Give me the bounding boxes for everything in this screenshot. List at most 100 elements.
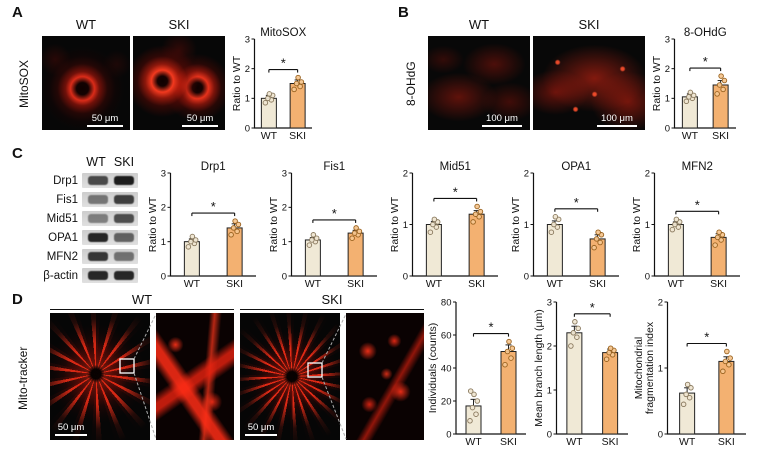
- chart-mfn2: MFN2 Ratio to WT 0 1 2 WT SKI *: [632, 160, 742, 290]
- panel-b-side-label: 8-OHdG: [404, 61, 418, 107]
- svg-text:1: 1: [282, 237, 287, 248]
- blot-row-label: OPA1: [48, 231, 78, 244]
- bar-chart-svg: Fis1 Ratio to WT 0 1 2 3 WT SKI *: [269, 161, 377, 290]
- svg-text:1: 1: [524, 220, 529, 231]
- svg-text:20: 20: [441, 396, 452, 407]
- svg-text:1: 1: [403, 220, 408, 231]
- svg-text:Ratio to WT: Ratio to WT: [632, 196, 643, 252]
- svg-text:2: 2: [282, 203, 287, 214]
- chart-fragmentation-index: Mitochondrial fragmentation index 0 1 2 WT SKI…: [634, 298, 748, 448]
- panel-d-wt-inset-image: [156, 313, 234, 440]
- panel-b-ski-header: SKI: [578, 17, 600, 32]
- svg-text:Ratio to WT: Ratio to WT: [232, 55, 243, 111]
- svg-text:Fis1: Fis1: [323, 161, 345, 173]
- blot-row: Mid51: [30, 209, 138, 228]
- svg-text:3: 3: [245, 34, 250, 45]
- svg-text:40: 40: [441, 363, 452, 374]
- svg-text:2: 2: [524, 168, 529, 179]
- svg-text:3: 3: [547, 298, 552, 308]
- svg-text:Ratio to WT: Ratio to WT: [511, 196, 522, 252]
- svg-text:SKI: SKI: [718, 436, 735, 448]
- panel-a-ski-image: 50 μm: [133, 36, 225, 130]
- svg-text:WT: WT: [547, 278, 564, 290]
- svg-text:0: 0: [524, 271, 529, 282]
- svg-text:WT: WT: [679, 436, 696, 448]
- blot-lane-wt-header: WT: [86, 155, 106, 169]
- svg-text:Ratio to WT: Ratio to WT: [652, 55, 663, 111]
- svg-text:2: 2: [547, 341, 552, 352]
- svg-text:0: 0: [282, 271, 287, 282]
- svg-text:3: 3: [282, 168, 287, 179]
- blot-row: β-actin: [30, 266, 138, 285]
- blot-lane-ski-header: SKI: [113, 155, 135, 169]
- svg-text:*: *: [574, 195, 579, 210]
- svg-text:WT: WT: [465, 436, 482, 448]
- panel-d-ski-scalebar: 50 μm: [245, 423, 277, 436]
- panel-b-wt-image: 100 μm: [428, 36, 530, 130]
- chart-drp1: Drp1 Ratio to WT 0 1 2 3 WT SKI *: [148, 160, 258, 290]
- svg-text:0: 0: [645, 271, 650, 282]
- svg-text:Drp1: Drp1: [201, 161, 226, 173]
- svg-text:*: *: [703, 54, 708, 69]
- scalebar-line: [482, 125, 522, 127]
- scalebar-line: [55, 434, 87, 436]
- blot-band-image: [82, 249, 138, 264]
- svg-text:2: 2: [658, 298, 663, 308]
- panel-d-side-label: Mito-tracker: [16, 346, 30, 410]
- panel-b-wt-scalebar: 100 μm: [482, 114, 522, 127]
- blot-row-label: Mid51: [46, 212, 78, 225]
- panel-a-ski-header: SKI: [168, 17, 190, 32]
- svg-text:*: *: [590, 300, 595, 315]
- chart-8ohdg: 8-OHdG Ratio to WT 0 1 2 3 WT SKI *: [652, 26, 738, 142]
- scalebar-line: [245, 434, 277, 436]
- blot-row: Drp1: [30, 171, 138, 190]
- svg-text:80: 80: [441, 298, 452, 308]
- chart-opa1: OPA1 Ratio to WT 0 1 2 WT SKI *: [511, 160, 621, 290]
- svg-text:*: *: [488, 320, 493, 335]
- svg-text:SKI: SKI: [710, 278, 727, 290]
- bar-chart-svg: Mean branch length (μm)0 1 2 3 WT SKI *: [534, 298, 628, 448]
- svg-text:3: 3: [161, 168, 166, 179]
- blot-lane-headers: WT SKI: [82, 155, 138, 169]
- panel-a-wt-header: WT: [75, 17, 97, 32]
- svg-text:*: *: [695, 197, 700, 212]
- svg-text:SKI: SKI: [602, 436, 619, 448]
- svg-text:MitoSOX: MitoSOX: [260, 27, 306, 39]
- svg-text:Individuals (counts): Individuals (counts): [428, 323, 439, 413]
- panel-d-wt-image: 50 μm: [50, 313, 150, 440]
- panel-b-wt-header: WT: [468, 17, 490, 32]
- svg-text:2: 2: [665, 64, 670, 75]
- panel-d-ski-scalebar-label: 50 μm: [247, 422, 275, 433]
- svg-text:8-OHdG: 8-OHdG: [684, 27, 727, 39]
- svg-text:fragmentation index: fragmentation index: [644, 321, 656, 414]
- panel-a-wt-scalebar: 50 μm: [87, 114, 123, 127]
- bar-chart-svg: MFN2 Ratio to WT 0 1 2 WT SKI *: [632, 161, 740, 290]
- svg-text:1: 1: [245, 94, 250, 105]
- svg-text:WT: WT: [668, 278, 685, 290]
- svg-text:3: 3: [665, 34, 670, 45]
- chart-fis1: Fis1 Ratio to WT 0 1 2 3 WT SKI *: [269, 160, 379, 290]
- svg-text:0: 0: [665, 123, 670, 134]
- svg-text:Mitochondrial: Mitochondrial: [634, 337, 645, 399]
- blot-row-label: β-actin: [43, 269, 78, 282]
- panel-b-ski-image: 100 μm: [533, 36, 645, 130]
- svg-text:0: 0: [446, 429, 451, 440]
- panel-a-ski-scalebar: 50 μm: [182, 114, 218, 127]
- svg-text:1: 1: [645, 220, 650, 231]
- panel-b-ski-scalebar: 100 μm: [597, 114, 637, 127]
- svg-text:0: 0: [245, 123, 250, 134]
- svg-text:MFN2: MFN2: [682, 161, 713, 173]
- chart-individuals: Individuals (counts) 0 20 40 60 80 WT SKI *: [428, 298, 528, 448]
- panel-a-letter: A: [12, 4, 23, 21]
- svg-text:WT: WT: [682, 130, 699, 142]
- panel-d-wt-scalebar-label: 50 μm: [57, 422, 85, 433]
- blot-band-image: [82, 211, 138, 226]
- svg-text:*: *: [704, 330, 709, 345]
- bar-chart-svg: Mid51 Ratio to WT 0 1 2 WT SKI *: [390, 161, 498, 290]
- svg-text:OPA1: OPA1: [561, 161, 591, 173]
- blot-row-label: MFN2: [46, 250, 78, 263]
- blot-band-image: [82, 230, 138, 245]
- scalebar-line: [182, 125, 218, 127]
- panel-d-wt-header: WT: [50, 293, 234, 310]
- panel-d-letter: D: [12, 291, 23, 308]
